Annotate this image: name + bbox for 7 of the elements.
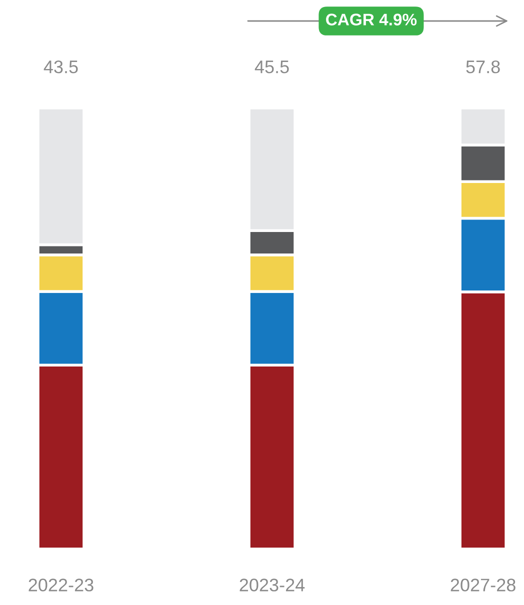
x-tick-label: 2027-28 (450, 578, 516, 592)
x-tick-label: 2022-23 (28, 578, 94, 592)
text: 45.5 (254, 60, 289, 74)
x-tick-label: 2023-24 (240, 578, 305, 592)
text: 57.8 (466, 60, 500, 74)
text: 43.5 (44, 60, 78, 74)
text: CAGR 4.9% (326, 14, 417, 26)
